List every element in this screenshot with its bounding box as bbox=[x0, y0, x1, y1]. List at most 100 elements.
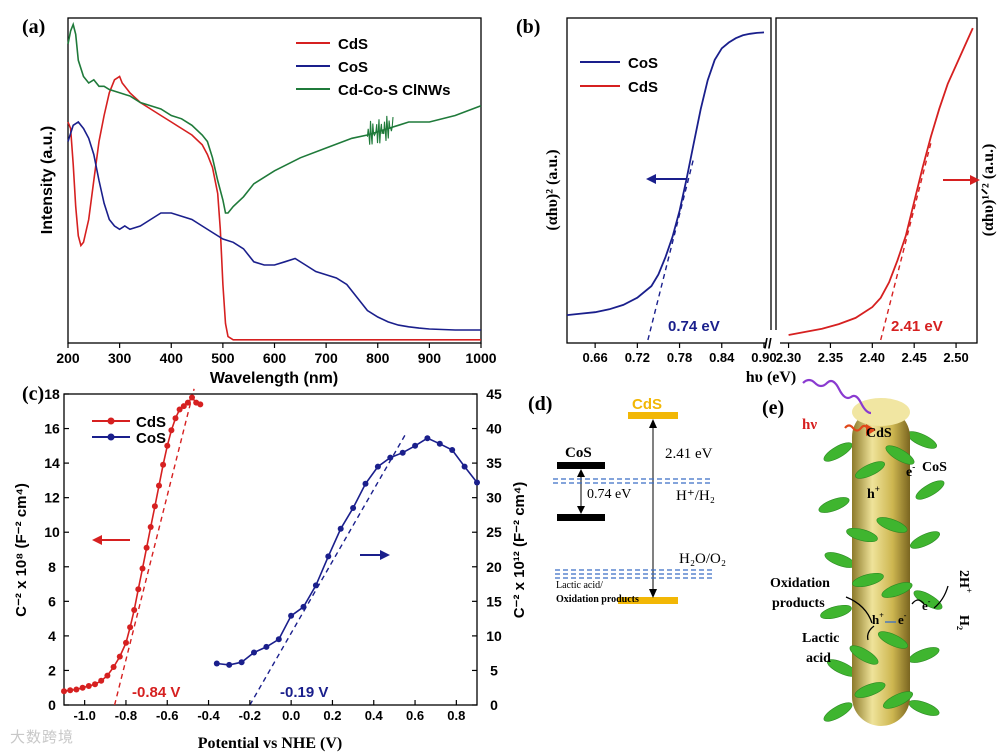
panel-c-ytick-right-label: 10 bbox=[486, 628, 502, 644]
panel-c-point bbox=[61, 688, 67, 695]
cos-flake bbox=[820, 604, 852, 620]
legend-cos-label: CoS bbox=[338, 59, 368, 76]
panel-a-xtick-label: 900 bbox=[418, 350, 442, 366]
panel-b-cos-curve bbox=[566, 31, 765, 316]
panel-c-point bbox=[172, 415, 179, 422]
panel-c-point bbox=[424, 435, 431, 442]
cos-vb-level bbox=[557, 514, 605, 521]
panel-c-point bbox=[104, 672, 111, 679]
panel-c-legend: CdS CoS bbox=[92, 414, 166, 447]
panel-d-cos-label: CoS bbox=[565, 445, 592, 461]
panel-c-point bbox=[176, 406, 183, 413]
panel-e: (e) hν CdS e- CoS h+ Oxidation products … bbox=[762, 378, 974, 726]
panel-c-point bbox=[251, 649, 257, 656]
panel-c-series bbox=[61, 388, 480, 706]
panel-c-xtick-label: 0.8 bbox=[447, 708, 465, 723]
panel-a-xlabel: Wavelength (nm) bbox=[210, 370, 338, 387]
panel-b-arrow-right bbox=[943, 175, 980, 185]
panel-a-xtick-label: 600 bbox=[263, 350, 287, 366]
panel-a-series-line-2 bbox=[67, 21, 482, 214]
cds-cb-level bbox=[628, 412, 678, 419]
panel-c-point bbox=[180, 403, 187, 410]
panel-b-xtick-label: 2.45 bbox=[902, 350, 927, 365]
cos-flake bbox=[854, 682, 886, 698]
panel-e-cos: CoS bbox=[922, 460, 947, 475]
panel-c-ytick-right-label: 5 bbox=[490, 662, 498, 678]
panel-e-e-2: e- bbox=[898, 611, 907, 627]
panel-c-cos-fit bbox=[249, 431, 408, 706]
panel-c-point bbox=[197, 401, 204, 408]
cos-flake bbox=[883, 691, 913, 709]
cos-flake bbox=[885, 445, 915, 465]
legend-cin-label: Cd-Co-S ClNWs bbox=[338, 82, 451, 99]
panel-b-xtick-label: 2.30 bbox=[776, 350, 801, 365]
panel-a-xtick-label: 500 bbox=[211, 350, 235, 366]
cos-flake bbox=[910, 531, 940, 549]
panel-b-xtick-label: 2.35 bbox=[818, 350, 843, 365]
cos-flake bbox=[852, 572, 884, 588]
panel-d-letter: (d) bbox=[528, 393, 552, 415]
panel-c-frame bbox=[63, 393, 478, 706]
panel-c-point bbox=[263, 643, 270, 650]
panel-a-legend: CdS CoS Cd-Co-S ClNWs bbox=[296, 36, 451, 99]
cos-flakes-back bbox=[818, 431, 945, 722]
panel-c-point bbox=[399, 449, 406, 456]
panel-c-ytick-right-label: 30 bbox=[486, 490, 502, 506]
legend-b-cos-label: CoS bbox=[628, 55, 658, 72]
panel-d-cds-gap: 2.41 eV bbox=[665, 446, 713, 462]
panel-b-xtick-label: 2.40 bbox=[860, 350, 885, 365]
watermark: 大数跨境 bbox=[10, 728, 75, 746]
panel-e-cds: CdS bbox=[866, 426, 892, 441]
panel-c-point bbox=[238, 659, 245, 666]
panel-c-ytick-label: 4 bbox=[48, 628, 56, 644]
cos-flake bbox=[818, 497, 850, 513]
panel-c-point bbox=[110, 664, 117, 670]
panel-c-ytick-right-label: 40 bbox=[486, 421, 502, 437]
panel-b-letter: (b) bbox=[516, 16, 540, 38]
panel-b-series bbox=[566, 27, 974, 341]
panel-c-ylabel-right: C⁻² x 10¹² (F⁻² cm⁴) bbox=[511, 482, 528, 619]
panel-c-cds-fit bbox=[113, 388, 195, 706]
panel-b-cos-fit bbox=[647, 158, 695, 341]
panel-c-point bbox=[79, 684, 86, 691]
panel-b-cds-fit bbox=[880, 142, 932, 341]
panel-a-xtick-label: 200 bbox=[56, 350, 80, 366]
panel-e-h2: H₂ bbox=[956, 615, 971, 630]
legend-cds-label: CdS bbox=[338, 36, 368, 53]
panel-b-xtick-label: 0.66 bbox=[582, 350, 607, 365]
panel-c-xlabel: Potential vs NHE (V) bbox=[198, 735, 342, 752]
panel-b-xtick-label: 0.84 bbox=[709, 350, 735, 365]
panel-c-point bbox=[350, 505, 357, 511]
panel-e-lactic-1: Lactic bbox=[802, 631, 839, 646]
panel-d: (d) CdS 2.41 eV CoS 0.74 eV H⁺/H₂ H₂O/O₂… bbox=[528, 393, 726, 605]
panel-c-point bbox=[374, 463, 381, 470]
panel-c-ytick-label: 0 bbox=[48, 697, 56, 713]
panel-e-oxidation-1: Oxidation bbox=[770, 576, 830, 591]
cos-flake bbox=[908, 647, 940, 663]
panel-c-point bbox=[73, 686, 80, 693]
panel-c-xtick-label: -0.4 bbox=[197, 708, 220, 723]
panel-c-xtick-label: 0.2 bbox=[323, 708, 341, 723]
panel-c-xtick-label: 0.6 bbox=[406, 708, 424, 723]
panel-c-point bbox=[92, 681, 98, 688]
panel-b-cds-curve bbox=[788, 27, 974, 336]
cos-flake bbox=[855, 461, 885, 479]
panel-c-point bbox=[436, 440, 443, 447]
cos-flake bbox=[824, 552, 856, 568]
panel-e-e-3: e- bbox=[922, 597, 931, 613]
panel-b-xtick-label: 0.90 bbox=[751, 350, 776, 365]
panel-a-xtick-label: 800 bbox=[366, 350, 390, 366]
panel-e-e: e- bbox=[906, 462, 915, 480]
panel-e-lactic-2: acid bbox=[806, 651, 831, 666]
photon-wave bbox=[802, 378, 872, 415]
panel-c-point bbox=[151, 503, 158, 510]
panel-c-cds-fb: -0.84 V bbox=[132, 684, 180, 701]
panel-c-point bbox=[143, 544, 150, 551]
panel-c-ylabel-left: C⁻² x 10⁸ (F⁻² cm⁴) bbox=[13, 483, 30, 617]
cos-flake bbox=[846, 527, 878, 543]
panel-c-point bbox=[139, 565, 146, 572]
panel-e-h: h+ bbox=[867, 484, 880, 502]
panel-b-ylabel-right: (αhυ)¹ᐟ² (a.u.) bbox=[980, 144, 997, 237]
legend-c-cos-label: CoS bbox=[136, 430, 166, 447]
panel-c-series-line-0 bbox=[63, 396, 201, 692]
